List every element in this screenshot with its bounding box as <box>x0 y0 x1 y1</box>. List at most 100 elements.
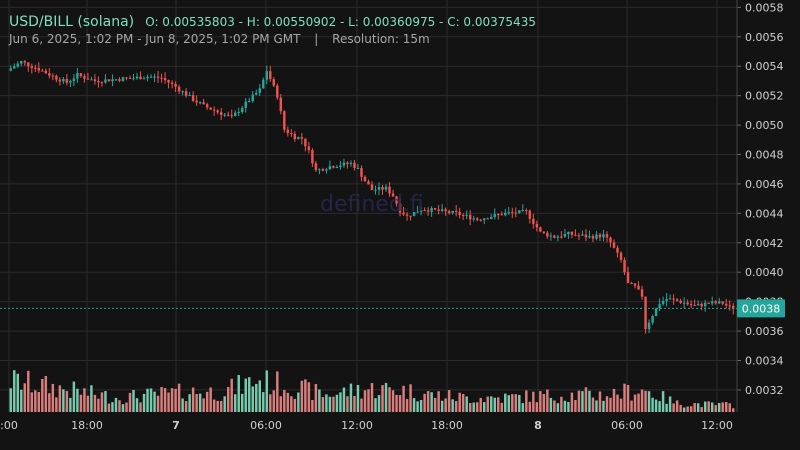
candle-body <box>461 215 465 217</box>
volume-bar <box>444 398 447 412</box>
y-tick-label: 0.0044 <box>745 207 784 220</box>
candle-body <box>447 211 451 213</box>
candle-body <box>255 92 258 95</box>
candle-body <box>682 302 686 304</box>
candle-body <box>644 296 647 330</box>
volume-bar <box>584 387 588 412</box>
volume-bar <box>177 383 181 412</box>
candle-body <box>226 114 230 116</box>
candle-body <box>72 78 76 81</box>
volume-bar <box>318 389 321 412</box>
candle-body <box>440 209 444 211</box>
volume-bar <box>732 408 735 412</box>
candle-body <box>549 235 553 237</box>
volume-bar <box>41 379 44 412</box>
volume-bar <box>483 402 486 412</box>
candle-body <box>542 231 546 233</box>
volume-bar <box>163 388 167 412</box>
volume-bar <box>353 395 356 412</box>
candle-body <box>728 305 731 307</box>
volume-bar <box>539 391 542 412</box>
candle-body <box>381 187 384 190</box>
candle-body <box>465 214 468 216</box>
volume-bar <box>9 388 12 412</box>
volume-bar <box>142 393 146 412</box>
volume-bar <box>633 394 637 412</box>
candle-body <box>216 110 219 113</box>
volume-bar <box>30 392 34 412</box>
candle-body <box>689 304 693 306</box>
candle-body <box>283 111 286 130</box>
candle-body <box>37 68 41 71</box>
volume-bar <box>55 397 58 412</box>
candle-body <box>223 114 226 116</box>
volume-bar <box>132 389 135 412</box>
volume-bar <box>209 387 212 412</box>
volume-bar <box>728 403 731 412</box>
candle-body <box>198 102 202 104</box>
volume-bar <box>500 402 503 412</box>
chart-subheader: Jun 6, 2025, 1:02 PM - Jun 8, 2025, 1:02… <box>9 32 430 46</box>
volume-bar <box>423 393 426 412</box>
volume-bar <box>83 388 86 412</box>
volume-bar <box>37 391 41 412</box>
volume-bar <box>581 391 584 412</box>
volume-bar <box>468 402 472 412</box>
candle-body <box>69 80 72 83</box>
candle-body <box>314 163 318 171</box>
volume-bar <box>205 391 209 412</box>
volume-bar <box>521 403 525 412</box>
volume-bar <box>556 403 560 412</box>
candle-body <box>588 236 591 238</box>
volume-bar <box>504 393 507 412</box>
candle-body <box>490 217 493 219</box>
x-tick-label: 12:00 <box>341 419 373 432</box>
volume-bar <box>184 401 188 412</box>
volume-bar <box>248 377 251 412</box>
candle-body <box>258 88 261 93</box>
volume-bar <box>167 392 170 412</box>
volume-bar <box>76 388 79 412</box>
y-axis: 0.0058 0.0056 0.0054 0.0052 0.0050 0.0048 0.00… <box>736 0 784 412</box>
candle-body <box>104 79 107 83</box>
candle-body <box>219 112 223 115</box>
volume-bar <box>405 399 409 412</box>
volume-bar <box>433 397 437 412</box>
candle-body <box>191 95 195 101</box>
candle-body <box>349 162 353 164</box>
volume-bar <box>86 395 90 412</box>
candle-body <box>563 233 567 237</box>
volume-bar <box>223 396 226 412</box>
y-tick-label: 0.0034 <box>745 355 784 368</box>
x-tick-label: 06:00 <box>611 419 643 432</box>
candle-body <box>504 212 507 216</box>
volume-bar <box>286 392 290 412</box>
volume-bar <box>402 385 405 412</box>
volume-bar <box>149 388 153 412</box>
candle-body <box>248 101 251 103</box>
volume-bars <box>9 370 735 412</box>
volume-bar <box>497 397 500 412</box>
candle-body <box>125 77 128 79</box>
volume-bar <box>118 400 121 412</box>
candle-body <box>567 231 570 234</box>
volume-bar <box>188 394 191 412</box>
volume-bar <box>567 401 570 412</box>
volume-bar <box>721 402 724 412</box>
volume-bar <box>128 392 132 412</box>
volume-bar <box>398 395 402 412</box>
x-tick-label: :00 <box>0 419 18 432</box>
volume-bar <box>447 390 451 412</box>
volume-bar <box>111 402 114 412</box>
candle-body <box>475 218 479 220</box>
candle-body <box>497 214 500 216</box>
resolution-label[interactable]: Resolution: 15m <box>332 32 430 46</box>
candle-body <box>409 215 412 217</box>
volume-bar <box>170 388 174 412</box>
volume-bar <box>121 404 125 412</box>
candle-body <box>518 210 521 214</box>
candle-body <box>297 137 300 140</box>
candle-body <box>651 316 654 323</box>
volume-bar <box>360 398 363 412</box>
